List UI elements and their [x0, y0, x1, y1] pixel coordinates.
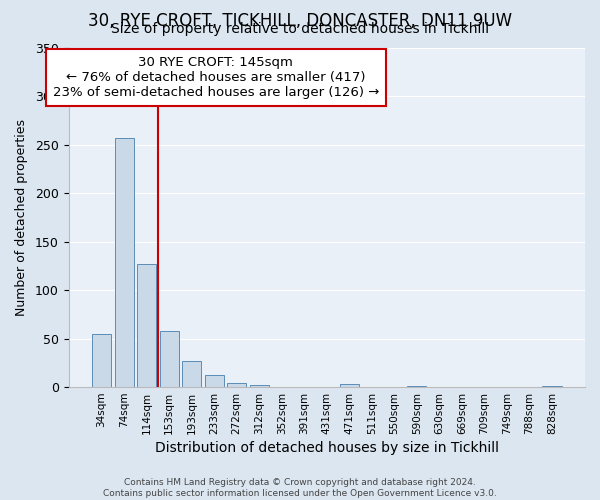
Bar: [115, 138, 134, 387]
Y-axis label: Number of detached properties: Number of detached properties: [15, 119, 28, 316]
Text: 30, RYE CROFT, TICKHILL, DONCASTER, DN11 9UW: 30, RYE CROFT, TICKHILL, DONCASTER, DN11…: [88, 12, 512, 30]
Bar: [407, 386, 427, 387]
Bar: [205, 376, 224, 387]
Bar: [250, 385, 269, 387]
Text: Contains HM Land Registry data © Crown copyright and database right 2024.
Contai: Contains HM Land Registry data © Crown c…: [103, 478, 497, 498]
Text: 30 RYE CROFT: 145sqm
← 76% of detached houses are smaller (417)
23% of semi-deta: 30 RYE CROFT: 145sqm ← 76% of detached h…: [53, 56, 379, 99]
Text: Size of property relative to detached houses in Tickhill: Size of property relative to detached ho…: [111, 22, 489, 36]
Bar: [137, 264, 156, 387]
Bar: [182, 361, 201, 387]
Bar: [227, 383, 246, 387]
Bar: [542, 386, 562, 387]
Bar: [340, 384, 359, 387]
X-axis label: Distribution of detached houses by size in Tickhill: Distribution of detached houses by size …: [155, 441, 499, 455]
Bar: [160, 331, 179, 387]
Bar: [92, 334, 111, 387]
